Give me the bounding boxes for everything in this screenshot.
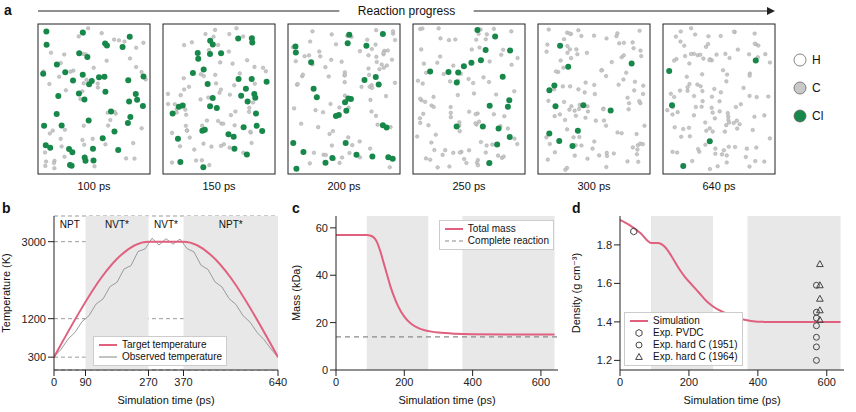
svg-text:200 ps: 200 ps <box>327 180 361 192</box>
svg-text:Simulation time (ps): Simulation time (ps) <box>117 394 214 406</box>
svg-text:1.2: 1.2 <box>597 354 612 366</box>
svg-text:200: 200 <box>680 376 698 388</box>
html-text:Exp. hard C (1964): Exp. hard C (1964) <box>653 351 738 362</box>
svg-text:40: 40 <box>316 269 328 281</box>
svg-text:370: 370 <box>174 376 192 388</box>
html-text:b: b <box>2 200 11 216</box>
svg-text:300: 300 <box>28 351 46 363</box>
svg-text:NVT*: NVT* <box>154 219 178 230</box>
svg-text:100 ps: 100 ps <box>77 180 111 192</box>
svg-text:Simulation time (ps): Simulation time (ps) <box>683 394 780 406</box>
svg-text:1200: 1200 <box>22 313 46 325</box>
svg-text:20: 20 <box>316 317 328 329</box>
html-text:Complete reaction: Complete reaction <box>467 235 549 246</box>
svg-text:1.4: 1.4 <box>597 316 612 328</box>
svg-text:640 ps: 640 ps <box>702 180 736 192</box>
html-text:Target temperature: Target temperature <box>122 339 207 350</box>
svg-text:640: 640 <box>269 376 287 388</box>
svg-text:H: H <box>812 53 821 67</box>
svg-text:600: 600 <box>532 376 550 388</box>
svg-text:60: 60 <box>316 222 328 234</box>
svg-text:NVT*: NVT* <box>105 219 129 230</box>
svg-text:1.6: 1.6 <box>597 277 612 289</box>
svg-text:250 ps: 250 ps <box>452 180 486 192</box>
svg-text:0: 0 <box>617 376 623 388</box>
svg-text:3000: 3000 <box>22 236 46 248</box>
svg-text:0: 0 <box>322 364 328 376</box>
svg-text:400: 400 <box>749 376 767 388</box>
svg-text:270: 270 <box>139 376 157 388</box>
html-text:d: d <box>572 200 581 216</box>
svg-text:0: 0 <box>333 376 339 388</box>
svg-text:Simulation time (ps): Simulation time (ps) <box>398 394 495 406</box>
svg-text:NPT: NPT <box>60 219 80 230</box>
svg-text:400: 400 <box>463 376 481 388</box>
svg-text:90: 90 <box>79 376 91 388</box>
svg-text:Density (g cm⁻³): Density (g cm⁻³) <box>570 253 582 333</box>
svg-text:1.8: 1.8 <box>597 239 612 251</box>
svg-text:NPT*: NPT* <box>219 219 243 230</box>
html-text:Exp. hard C (1951): Exp. hard C (1951) <box>653 339 738 350</box>
svg-text:Mass (kDa): Mass (kDa) <box>290 265 302 321</box>
svg-text:0: 0 <box>51 376 57 388</box>
html-text:Total mass: Total mass <box>467 223 516 234</box>
svg-text:300 ps: 300 ps <box>577 180 611 192</box>
svg-text:Reaction progress: Reaction progress <box>358 4 455 18</box>
html-text:Observed temperature: Observed temperature <box>122 351 223 362</box>
svg-text:C: C <box>812 81 821 95</box>
svg-text:200: 200 <box>395 376 413 388</box>
svg-text:Cl: Cl <box>812 109 823 123</box>
svg-text:Temperature (K): Temperature (K) <box>0 253 12 332</box>
html-text:Exp. PVDC: Exp. PVDC <box>653 327 704 338</box>
svg-text:a: a <box>4 2 12 18</box>
html-text:c: c <box>292 200 300 216</box>
svg-text:150 ps: 150 ps <box>202 180 236 192</box>
svg-text:600: 600 <box>818 376 836 388</box>
html-text:Simulation: Simulation <box>653 315 700 326</box>
